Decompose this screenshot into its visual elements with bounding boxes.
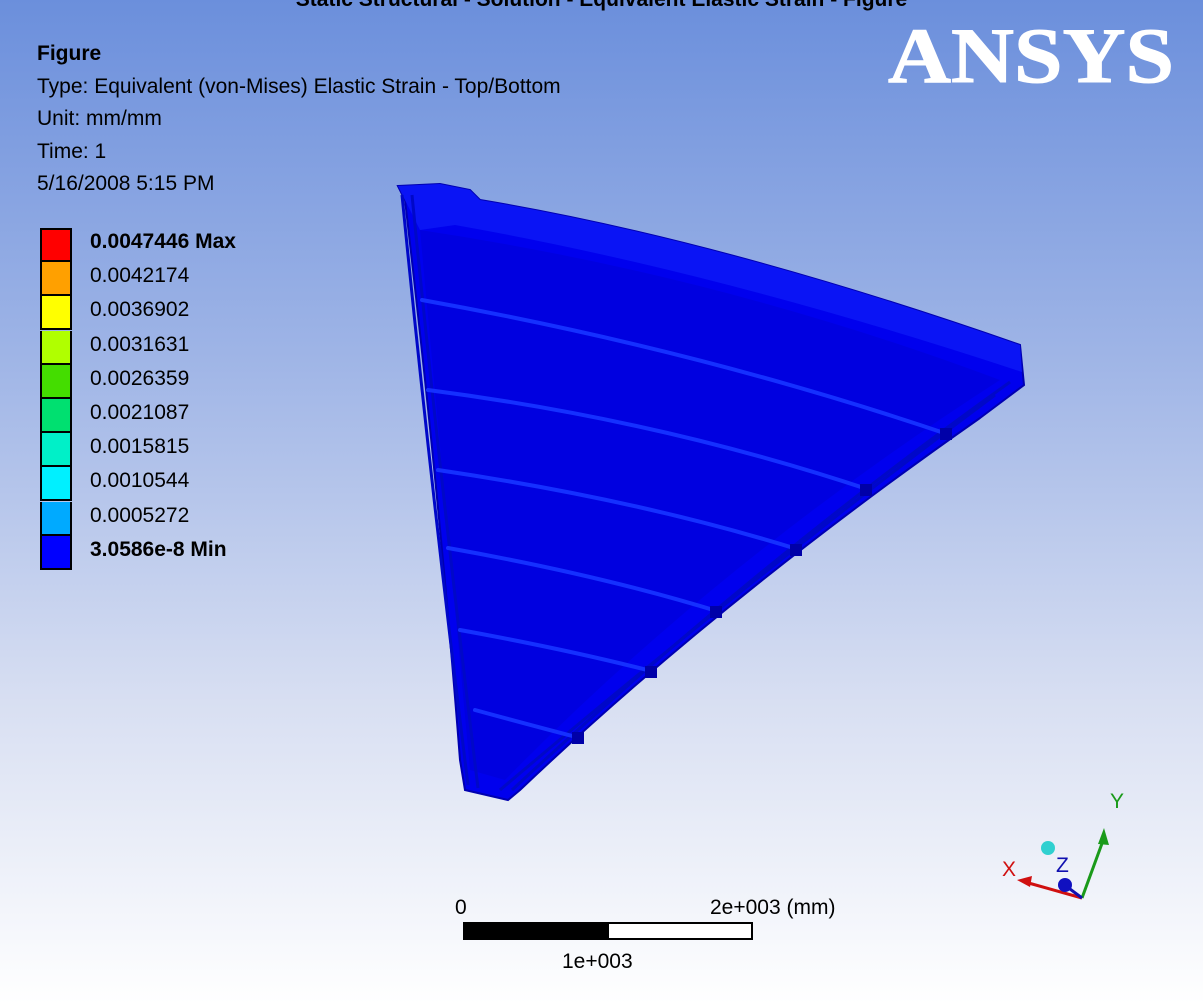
scale-mid-label: 1e+003 — [562, 950, 633, 973]
legend-swatch — [40, 364, 72, 399]
legend-swatch — [40, 262, 72, 297]
legend-label: 0.0036902 — [90, 298, 190, 322]
x-axis-arrow — [1017, 876, 1032, 887]
tab-2 — [860, 484, 872, 496]
stiffener-4 — [446, 546, 722, 614]
result-unit: Unit: mm/mm — [37, 107, 162, 130]
legend-swatch — [40, 501, 72, 536]
legend-label: 0.0031631 — [90, 332, 190, 356]
legend-label: 0.0026359 — [90, 366, 190, 390]
left-edge — [400, 194, 470, 786]
legend-label: 0.0010544 — [90, 469, 190, 493]
result-date: 5/16/2008 5:15 PM — [37, 172, 215, 195]
iso-sphere[interactable] — [1041, 841, 1055, 855]
figure-title: Figure — [37, 42, 102, 65]
axis-triad[interactable] — [990, 790, 1130, 910]
legend-label: 0.0021087 — [90, 401, 190, 424]
legend-swatch — [40, 228, 72, 262]
right-edge-inner — [499, 393, 996, 792]
scale-start-label: 0 — [455, 896, 467, 919]
legend-swatch — [40, 399, 72, 433]
result-info: Figure Type: Equivalent (von-Mises) Elas… — [37, 38, 561, 201]
left-edge-inner — [410, 194, 480, 789]
inner-face — [420, 230, 1000, 780]
top-flange — [398, 184, 1022, 372]
y-axis-line — [1080, 837, 1106, 899]
ansys-logo: ANSYS — [888, 16, 1175, 92]
scale-bar-fill — [465, 924, 609, 938]
x-axis-line — [1024, 880, 1083, 900]
y-axis-arrow — [1098, 828, 1109, 845]
tab-1 — [940, 428, 952, 440]
legend-label: 0.0015815 — [90, 435, 190, 459]
stiffener-tabs — [572, 428, 952, 744]
z-axis-label: Z — [1056, 854, 1069, 877]
result-type: Type: Equivalent (von-Mises) Elastic Str… — [37, 74, 561, 98]
scale-bar — [463, 922, 753, 940]
figure-caption: Static Structural - Solution - Equivalen… — [0, 0, 1203, 12]
legend-label: 3.0586e-8 Min — [90, 537, 227, 561]
stiffener-2 — [426, 388, 872, 492]
legend-label: 0.0042174 — [90, 264, 190, 288]
legend-swatch — [40, 296, 72, 331]
legend-swatch — [40, 535, 72, 570]
result-time: Time: 1 — [37, 139, 107, 163]
tab-4 — [710, 606, 722, 618]
legend-swatch — [40, 433, 72, 468]
legend-label: 0.0047446 Max — [90, 230, 236, 253]
legend-swatch — [40, 330, 72, 365]
stiffener-1 — [420, 298, 952, 437]
tab-3 — [790, 544, 802, 556]
stiffener-5 — [458, 628, 657, 674]
legend-label: 0.0005272 — [90, 503, 190, 527]
y-axis-label: Y — [1110, 790, 1125, 813]
ansys-logo-text: ANSYS — [888, 16, 1174, 92]
tab-6 — [572, 732, 584, 744]
legend-swatch — [40, 467, 72, 502]
x-axis-label: X — [1002, 858, 1017, 881]
tab-5 — [645, 666, 657, 678]
stiffeners — [420, 298, 952, 740]
scale-end-label: 2e+003 (mm) — [710, 896, 836, 919]
z-axis-dot — [1058, 878, 1072, 892]
stiffener-3 — [436, 468, 802, 552]
stiffener-6 — [473, 708, 582, 740]
